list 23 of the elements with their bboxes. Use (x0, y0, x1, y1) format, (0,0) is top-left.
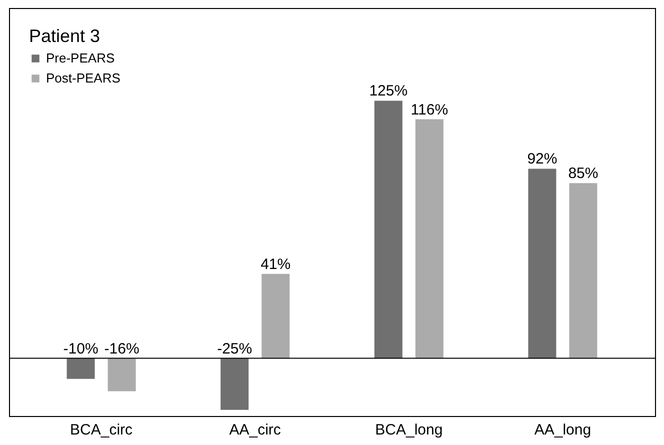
bar (374, 100, 402, 358)
bar (262, 274, 290, 358)
x-tick-label: BCA_long (375, 422, 443, 438)
data-label: -10% (63, 340, 98, 358)
bar (220, 358, 249, 410)
x-tick-label: AA_long (534, 422, 592, 438)
data-label: 85% (568, 165, 598, 182)
legend-title: Patient 3 (29, 26, 100, 46)
bar (415, 119, 444, 358)
x-tick-label: BCA_circ (70, 422, 134, 438)
data-label: 116% (410, 101, 448, 118)
data-label: -25% (217, 340, 252, 358)
data-label: -16% (104, 340, 140, 358)
bar (569, 183, 598, 358)
data-label: 41% (260, 256, 291, 273)
data-label: 125% (369, 82, 408, 100)
legend-label: Post-PEARS (46, 70, 121, 86)
bar (528, 168, 556, 358)
legend-label: Pre-PEARS (46, 50, 115, 66)
data-label: 92% (527, 150, 558, 168)
bar (66, 358, 95, 379)
bar (108, 358, 136, 392)
x-tick-label: AA_circ (229, 422, 282, 438)
